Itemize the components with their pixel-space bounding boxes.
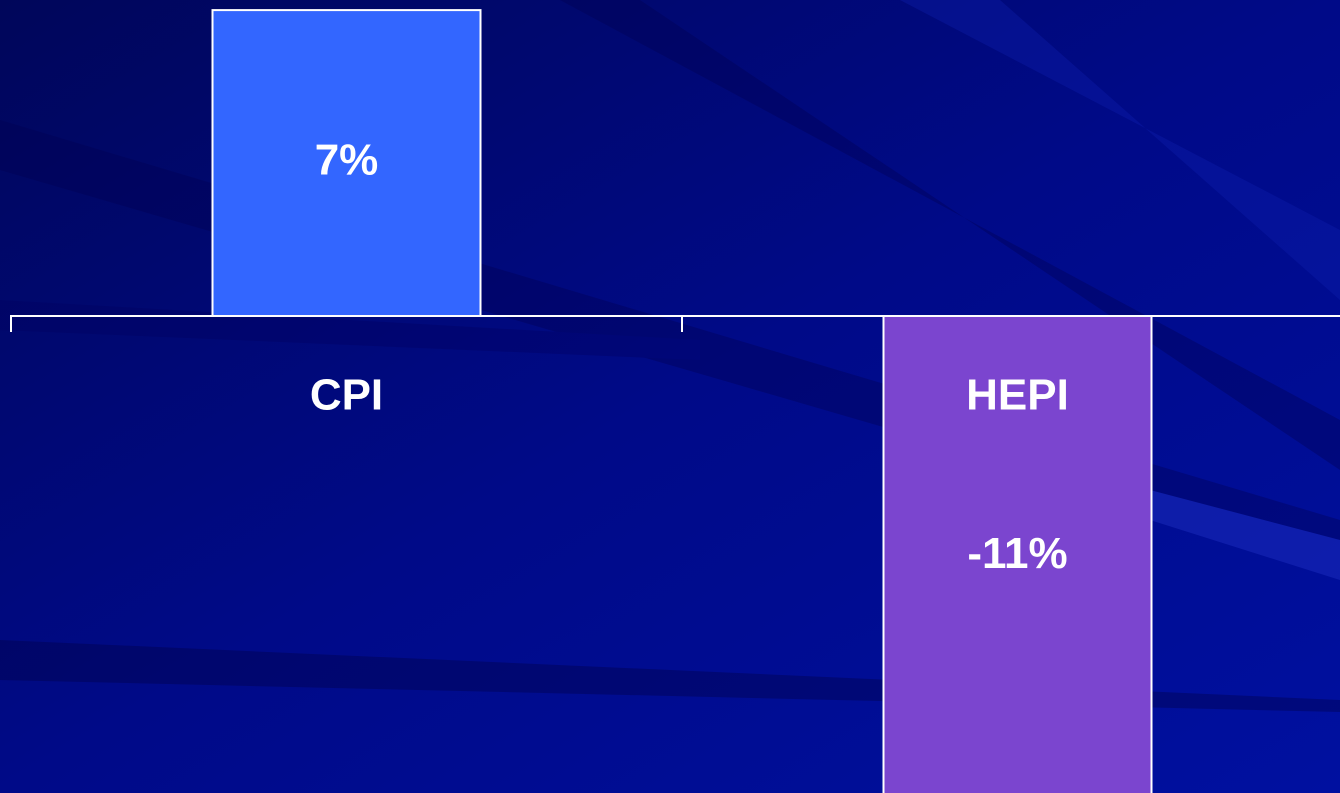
ray <box>1150 490 1340 580</box>
x-tick-label: CPI <box>310 371 383 420</box>
value-label: -11% <box>967 529 1067 578</box>
value-label: 7% <box>315 136 379 185</box>
bar <box>211 9 482 317</box>
bar <box>882 315 1153 793</box>
x-tick-label: HEPI <box>966 371 1069 420</box>
